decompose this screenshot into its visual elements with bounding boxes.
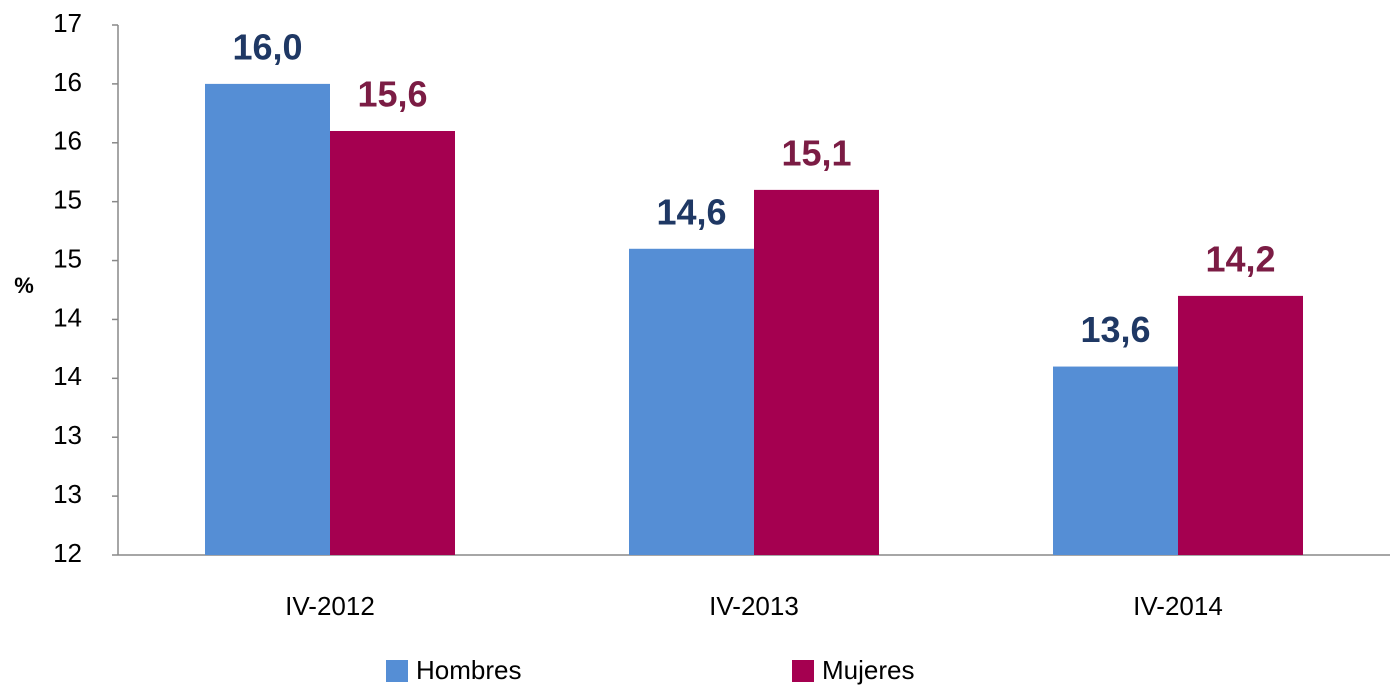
y-tick-label: 14 [53, 302, 82, 332]
value-label: 15,6 [357, 74, 427, 115]
y-axis-label: % [14, 273, 34, 298]
value-label: 14,6 [656, 191, 726, 232]
x-tick-label: IV-2014 [1133, 591, 1223, 621]
y-tick-label: 17 [53, 8, 82, 38]
value-label: 15,1 [781, 132, 851, 173]
y-tick-label: 16 [53, 67, 82, 97]
y-tick-label: 15 [53, 243, 82, 273]
value-label: 16,0 [232, 26, 302, 67]
bar [1178, 295, 1303, 555]
y-tick-label: 16 [53, 126, 82, 156]
legend-label: Mujeres [822, 655, 914, 685]
x-tick-label: IV-2012 [285, 591, 375, 621]
legend-swatch [792, 660, 814, 682]
legend-label: Hombres [416, 655, 521, 685]
bar [629, 248, 754, 555]
y-tick-label: 15 [53, 185, 82, 215]
value-label: 14,2 [1205, 238, 1275, 279]
y-tick-label: 12 [53, 538, 82, 568]
x-tick-label: IV-2013 [709, 591, 799, 621]
y-tick-label: 14 [53, 361, 82, 391]
bar [754, 189, 879, 555]
legend-swatch [386, 660, 408, 682]
y-tick-label: 13 [53, 420, 82, 450]
value-label: 13,6 [1080, 309, 1150, 350]
bar [330, 131, 455, 555]
bar [205, 83, 330, 555]
y-tick-label: 13 [53, 479, 82, 509]
bar [1053, 366, 1178, 555]
